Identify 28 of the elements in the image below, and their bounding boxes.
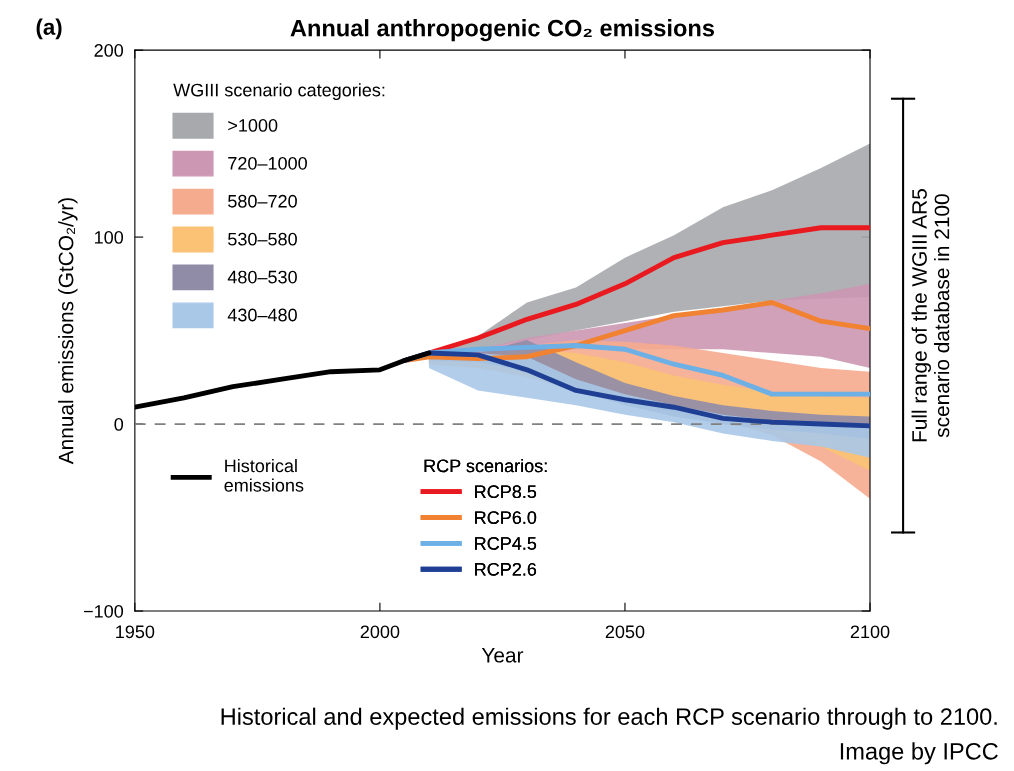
- chart-title: Annual anthropogenic CO₂ emissions: [290, 19, 715, 42]
- text: Full range of the WGIII AR5 scenario database in 2100: [911, 189, 950, 442]
- legend-label: RCP6.0: [475, 511, 537, 524]
- x-tick-label: 2000: [360, 625, 400, 639]
- legend-label: 480–530: [227, 270, 297, 284]
- legend-label: RCP2.6: [475, 562, 537, 576]
- x-tick-label: 1950: [116, 625, 155, 639]
- legend-label: Historical emissions: [224, 459, 304, 492]
- legend-label: 430–480: [227, 308, 297, 322]
- legend-label: 530–580: [228, 232, 297, 246]
- legend-label: 720–1000: [228, 156, 307, 170]
- annotation: RCP scenarios:: [424, 459, 547, 473]
- x-tick-label: 2100: [850, 625, 890, 639]
- legend-title: WGIII scenario categories:: [173, 83, 385, 101]
- text: Historical and expected emissions for each RCP scenario through to 2100.: [221, 707, 997, 730]
- legend-label: RCP8.5: [475, 485, 537, 499]
- y-axis-title: Annual emissions (GtCO₂/yr): [58, 198, 78, 465]
- legend-label: RCP4.5: [475, 537, 537, 550]
- y-tick-label: 0: [114, 417, 124, 431]
- text: (a): [36, 18, 62, 40]
- y-tick-label: 200: [94, 44, 124, 57]
- legend-label: >1000: [228, 119, 278, 132]
- legend-label: 580–720: [228, 194, 297, 208]
- text: Image by IPCC: [840, 742, 998, 765]
- x-tick-label: 2050: [605, 625, 645, 639]
- x-axis-title: Year: [481, 648, 524, 663]
- y-tick-label: −100: [83, 604, 124, 618]
- y-tick-label: 100: [95, 231, 124, 244]
